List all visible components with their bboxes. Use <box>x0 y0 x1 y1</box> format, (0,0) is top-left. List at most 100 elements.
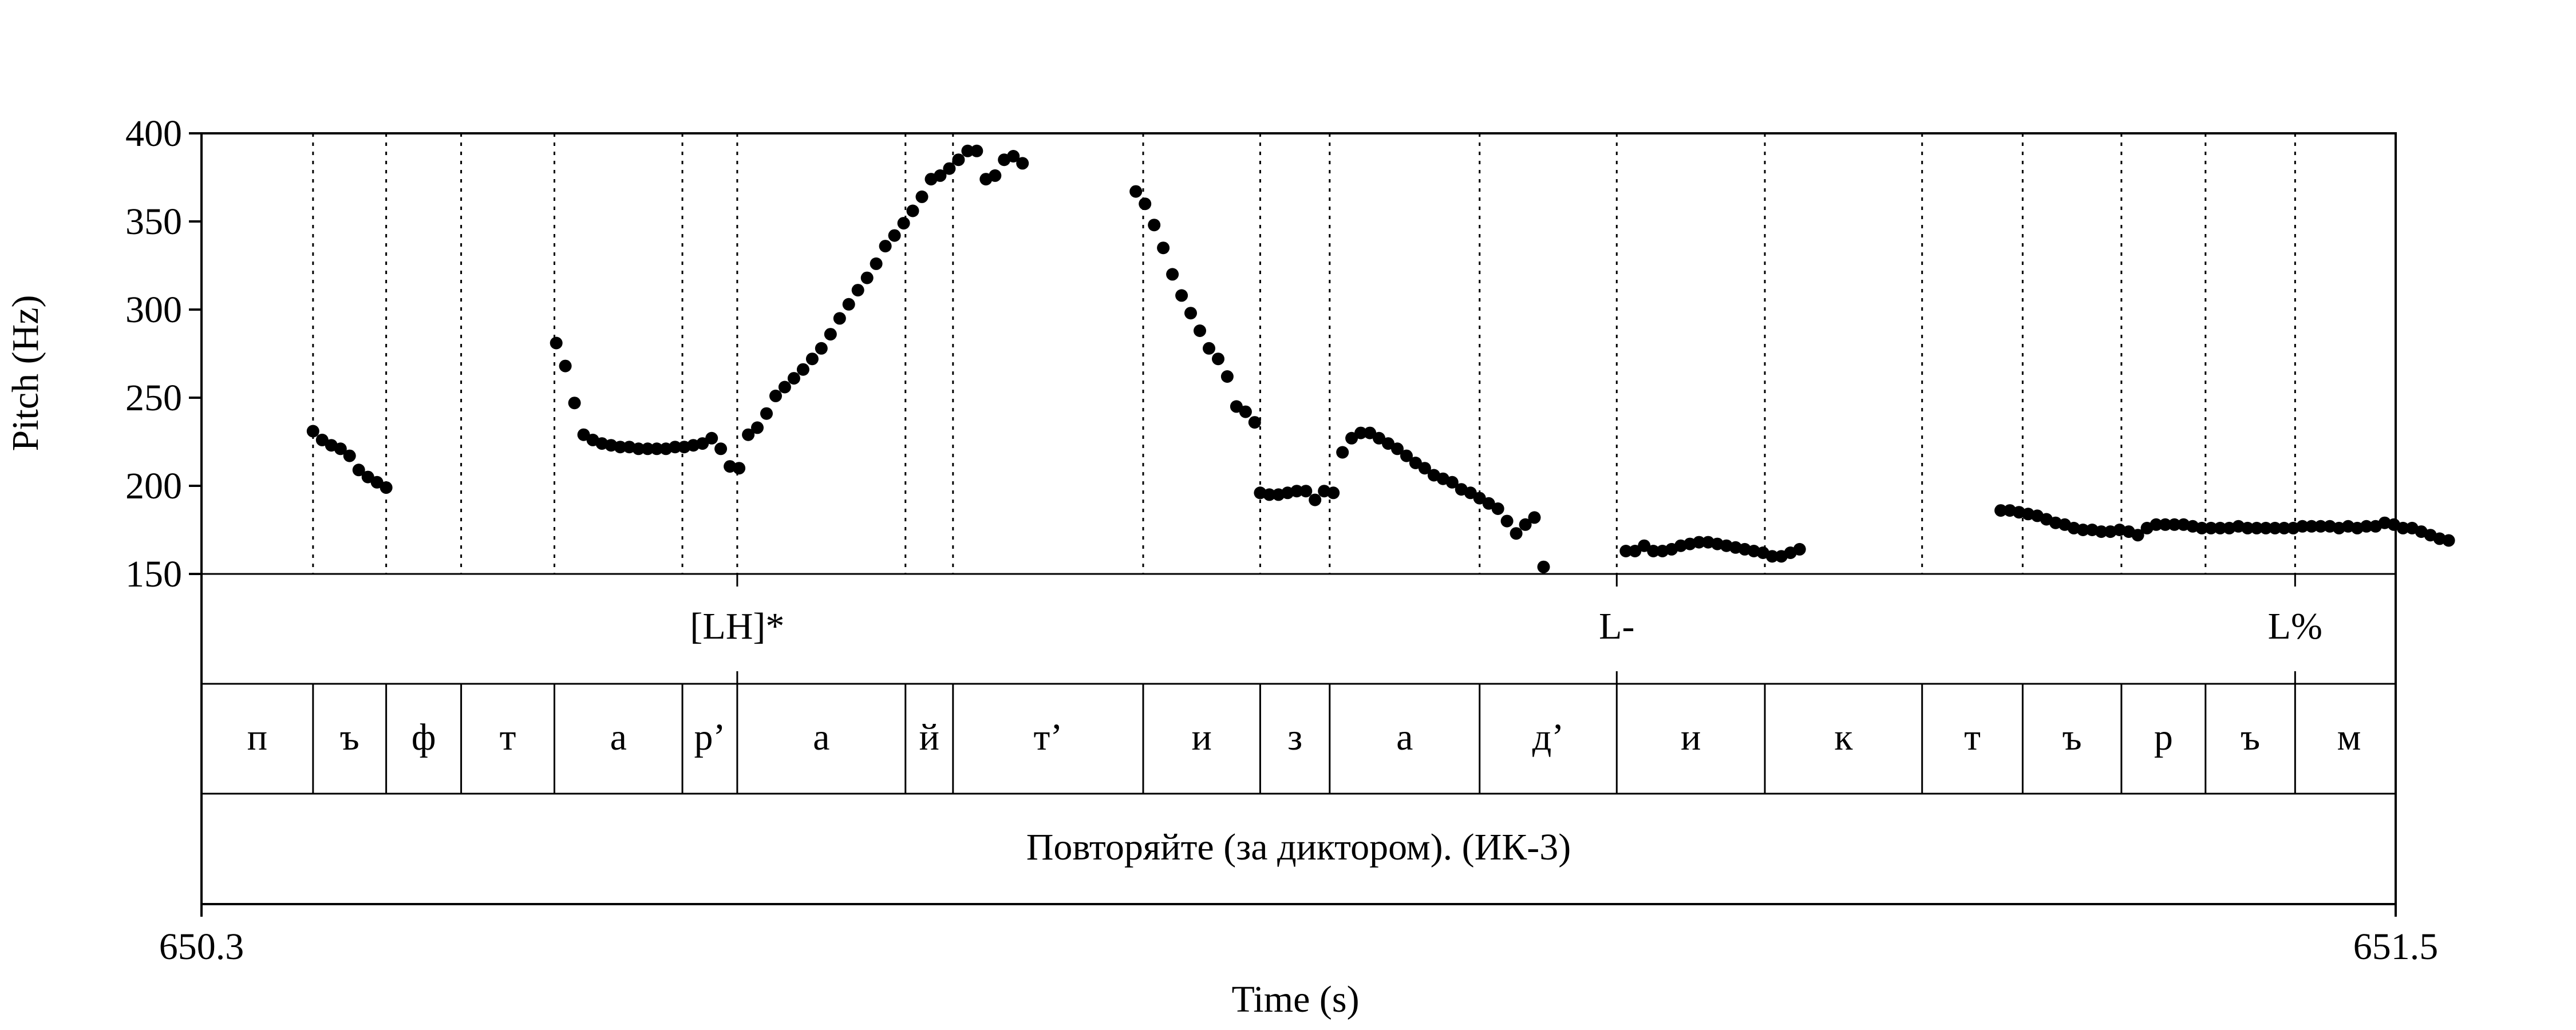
pitch-point <box>1364 426 1377 439</box>
axes: Pitch (Hz) Time (s) 650.3 651.5 150 200 25… <box>5 113 2438 1020</box>
pitch-point <box>1482 497 1495 510</box>
segment-label: й <box>919 716 939 758</box>
y-ticks: 150 200 250 300 350 400 <box>125 113 202 595</box>
segment-label: а <box>1396 716 1413 758</box>
pitch-point <box>1175 289 1188 302</box>
x-tick-label: 650.3 <box>159 926 244 968</box>
pitch-point <box>1528 511 1541 524</box>
segment-label: ф <box>412 716 436 758</box>
pitch-point <box>1157 241 1170 255</box>
pitch-point <box>2241 521 2254 534</box>
pitch-point <box>370 476 384 489</box>
pitch-point <box>315 433 329 446</box>
pitch-point <box>352 464 365 477</box>
y-tick-label: 350 <box>125 201 182 243</box>
pitch-point <box>2259 521 2273 534</box>
pitch-point <box>2278 521 2291 534</box>
pitch-point <box>559 359 572 373</box>
pitch-point <box>705 431 718 445</box>
pitch-point <box>306 425 319 438</box>
x-tick-label: 651.5 <box>2353 926 2439 968</box>
pitch-point <box>1194 324 1206 337</box>
pitch-point <box>796 363 809 376</box>
pitch-point <box>879 240 892 253</box>
pitch-point <box>1212 352 1224 366</box>
pitch-point <box>943 162 956 175</box>
segment-label: р <box>2154 716 2173 758</box>
sentence-label: Повторяйте (за диктором). (ИК-3) <box>1026 826 1571 868</box>
pitch-point <box>1336 446 1349 459</box>
pitch-point <box>1016 157 1029 170</box>
pitch-point <box>2095 525 2108 538</box>
pitch-point <box>906 204 919 217</box>
y-tick-label: 300 <box>125 289 182 331</box>
segment-label: и <box>1192 716 1212 758</box>
pitch-point <box>2360 520 2373 533</box>
pitch-point <box>1400 449 1413 462</box>
y-axis-label: Pitch (Hz) <box>5 295 46 451</box>
segment-label: д’ <box>1532 716 1564 758</box>
pitch-point <box>989 169 1002 182</box>
pitch-point <box>343 449 356 462</box>
y-tick-label: 400 <box>125 113 182 154</box>
pitch-point <box>1382 437 1394 450</box>
segment-label: п <box>247 716 267 758</box>
pitch-point <box>952 153 965 167</box>
pitch-point <box>915 190 929 203</box>
pitch-point <box>1619 545 1633 557</box>
pitch-point <box>2150 518 2163 531</box>
pitch-point <box>1290 485 1303 498</box>
pitch-point <box>334 442 347 455</box>
segment-label: ъ <box>2241 716 2260 758</box>
pitch-point <box>2195 521 2208 534</box>
pitch-point <box>1139 197 1152 211</box>
segment-label: а <box>813 716 829 758</box>
pitch-point <box>1299 485 1313 498</box>
tone-label: L- <box>1599 605 1634 647</box>
pitch-point <box>2076 524 2089 536</box>
segment-label: и <box>1681 716 1701 758</box>
pitch-point <box>833 312 846 325</box>
segment-label: р’ <box>694 716 725 758</box>
pitch-point <box>550 336 563 350</box>
pitch-point <box>742 428 755 441</box>
y-tick-label: 250 <box>125 377 182 419</box>
pitch-point <box>787 372 800 385</box>
pitch-point <box>1309 493 1322 506</box>
pitch-point <box>1418 462 1431 475</box>
pitch-point <box>632 442 645 455</box>
pitch-point <box>577 428 590 441</box>
segment-label: к <box>1834 716 1853 758</box>
outer-border <box>200 132 2397 905</box>
pitch-point <box>824 328 837 341</box>
pitch-point <box>805 352 819 366</box>
pitch-point <box>2159 518 2172 531</box>
y-tick-label: 150 <box>125 553 182 595</box>
pitch-point <box>751 421 764 434</box>
pitch-point <box>380 481 393 494</box>
pitch-point <box>815 342 828 355</box>
pitch-point <box>1647 545 1660 557</box>
pitch-point <box>1373 431 1385 445</box>
pitch-point <box>2131 529 2144 542</box>
pitch-point <box>1345 431 1358 445</box>
segment-label: т’ <box>1033 716 1062 758</box>
segment-label: з <box>1287 716 1302 758</box>
pitch-point <box>851 284 864 297</box>
pitch-point <box>714 442 728 455</box>
pitch-point <box>2396 521 2409 534</box>
pitch-point <box>1519 518 1532 531</box>
pitch-point <box>897 217 910 230</box>
pitch-point <box>970 144 983 157</box>
pitch-point <box>870 257 883 270</box>
pitch-point <box>614 441 627 454</box>
segment-label: т <box>1964 716 1981 758</box>
pitch-point <box>860 271 874 284</box>
pitch-point <box>888 229 901 242</box>
pitch-point <box>1629 545 1642 557</box>
pitch-points <box>306 144 2455 573</box>
pitch-point <box>733 462 746 475</box>
pitch-point <box>669 441 682 454</box>
pitch-point <box>1994 504 2008 517</box>
pitch-point <box>568 397 581 410</box>
